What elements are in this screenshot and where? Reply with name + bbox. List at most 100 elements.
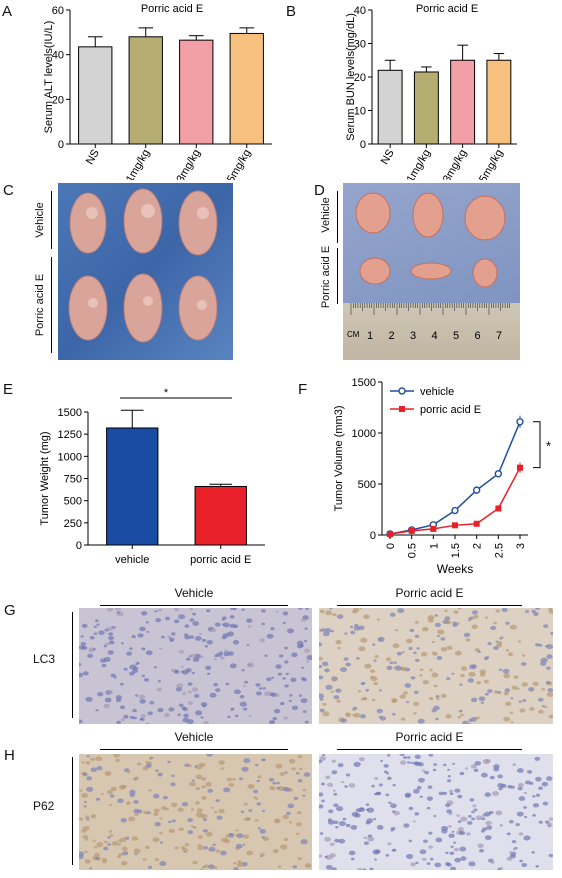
ruler-number: 5 xyxy=(453,330,459,342)
y-tick-label: 500 xyxy=(64,496,82,508)
ruler-number: 7 xyxy=(496,330,502,342)
x-tick-label: 5mg/kg xyxy=(225,148,253,181)
tissue-texture xyxy=(79,608,312,724)
series-line xyxy=(389,421,521,535)
bar xyxy=(194,485,247,546)
y-tick-label: 30 xyxy=(354,39,366,51)
tumor-photo xyxy=(343,183,520,303)
panel-label-h: H xyxy=(4,747,15,764)
data-point xyxy=(494,470,503,478)
x-tick-label: 0.5 xyxy=(407,543,419,558)
g-col2-line xyxy=(337,605,522,606)
tissue-texture xyxy=(319,608,553,724)
significance-bracket xyxy=(533,421,541,469)
chart-b: 0 10 20 30 40 NS 1mg/kg 3mg/kg 5mg/kg Porric acid… xyxy=(345,3,517,181)
x-tick-label: 1mg/kg xyxy=(124,148,152,181)
ruler-number: 3 xyxy=(410,330,416,342)
tumor-illustration xyxy=(355,192,506,288)
panel-label-c: C xyxy=(3,182,14,199)
ruler-unit: CM xyxy=(347,330,360,339)
tumor-bracket-vehicle xyxy=(337,191,338,243)
g-col1-line xyxy=(100,605,288,606)
tumor-row-label-porric: Porric acid E xyxy=(320,245,332,309)
p62-porric-image xyxy=(319,754,553,870)
significance-marker: * xyxy=(164,387,169,399)
ruler-number: 1 xyxy=(367,330,373,342)
h-stain-label: P62 xyxy=(33,799,55,813)
x-tick-label: 2.5 xyxy=(493,543,505,558)
tumor-row-label-vehicle: Vehicle xyxy=(320,197,332,233)
bar xyxy=(128,36,163,145)
y-tick-label: 1500 xyxy=(58,407,82,419)
y-tick-label: 20 xyxy=(354,72,366,84)
data-point xyxy=(495,505,502,512)
x-tick-label: NS xyxy=(379,148,397,167)
data-point xyxy=(430,525,437,532)
ruler-number: 4 xyxy=(432,330,438,342)
data-point xyxy=(472,486,481,494)
panel-label-f: F xyxy=(298,381,308,398)
legend-label: porric acid E xyxy=(420,404,481,416)
h-row-bracket xyxy=(72,757,73,865)
x-tick-label: vehicle xyxy=(115,554,149,566)
x-tick-label: 1.5 xyxy=(450,543,462,558)
lc3-porric-image xyxy=(319,608,553,724)
y-tick-label: 250 xyxy=(64,518,82,530)
y-tick-label: 0 xyxy=(360,139,366,151)
h-col2-line xyxy=(337,749,522,750)
y-axis-label: Tumor Weight (mg) xyxy=(39,431,51,525)
x-tick-label: porric acid E xyxy=(190,554,251,566)
mice-row-label-porric: Porric acid E xyxy=(34,273,46,337)
x-tick-label: 1 xyxy=(428,543,440,549)
legend-label: vehicle xyxy=(420,386,454,398)
y-tick-label: 0 xyxy=(370,530,376,542)
tissue-texture xyxy=(319,754,553,870)
mice-photo xyxy=(58,183,233,360)
h-col1-label: Vehicle xyxy=(174,730,214,744)
g-col2-label: Porric acid E xyxy=(395,586,464,600)
chart-e: 0 250 500 750 1000 1250 1500 vehicle porric acid… xyxy=(39,387,265,566)
mice-illustration xyxy=(68,188,218,343)
ruler-ticks: CM 1 2 3 4 5 6 7 xyxy=(347,303,510,342)
g-row-bracket xyxy=(72,612,73,718)
y-tick-label: 1250 xyxy=(58,429,82,441)
x-tick-label: 3mg/kg xyxy=(174,148,202,181)
x-tick-label: 3mg/kg xyxy=(441,148,469,181)
x-tick-label: 5mg/kg xyxy=(477,148,505,181)
y-tick-label: 40 xyxy=(52,50,64,62)
y-axis-label: Tumor Volume (mm3) xyxy=(333,406,345,512)
legend-swatch-marker xyxy=(398,387,406,395)
group-bracket-vehicle xyxy=(51,191,52,249)
ruler-number: 6 xyxy=(475,330,481,342)
y-tick-label: 0 xyxy=(76,540,82,552)
data-point xyxy=(451,506,459,515)
chart-title: Porric acid E xyxy=(141,3,203,15)
y-tick-label: 40 xyxy=(354,5,366,17)
y-tick-label: 750 xyxy=(64,474,82,486)
bar xyxy=(413,71,439,145)
bar xyxy=(377,69,403,145)
chart-a: 0 20 40 60 NS 1mg/kg 3mg/kg 5mg/kg Porric acid E… xyxy=(43,3,272,181)
y-tick-label: 500 xyxy=(358,479,376,491)
data-point xyxy=(387,530,393,537)
x-axis-label: Weeks xyxy=(437,562,473,576)
panel-label-d: D xyxy=(314,182,325,199)
significance-marker: * xyxy=(546,439,551,454)
h-col2-label: Porric acid E xyxy=(395,730,464,744)
y-axis-label: Serum BUN levels(mg/dL) xyxy=(345,13,357,141)
bar xyxy=(486,59,512,145)
chart-title: Porric acid E xyxy=(416,3,478,15)
bar xyxy=(106,427,159,546)
y-axis-label: Serum ALT levels(IU/L) xyxy=(43,21,55,134)
tumor-bracket-porric xyxy=(337,248,338,304)
h-col1-line xyxy=(100,749,288,750)
g-stain-label: LC3 xyxy=(33,652,56,666)
bar xyxy=(450,59,476,145)
x-tick-label: 2 xyxy=(472,543,484,549)
bar xyxy=(229,32,264,145)
ruler-number: 2 xyxy=(389,330,395,342)
chart-f: 0 500 1000 1500 0 0.5 1 1.5 2 2.5 3 Weeks Tumor Volu… xyxy=(333,378,551,576)
y-tick-label: 20 xyxy=(52,94,64,106)
panel-label-e: E xyxy=(3,381,14,398)
x-tick-label: 3 xyxy=(515,543,527,549)
